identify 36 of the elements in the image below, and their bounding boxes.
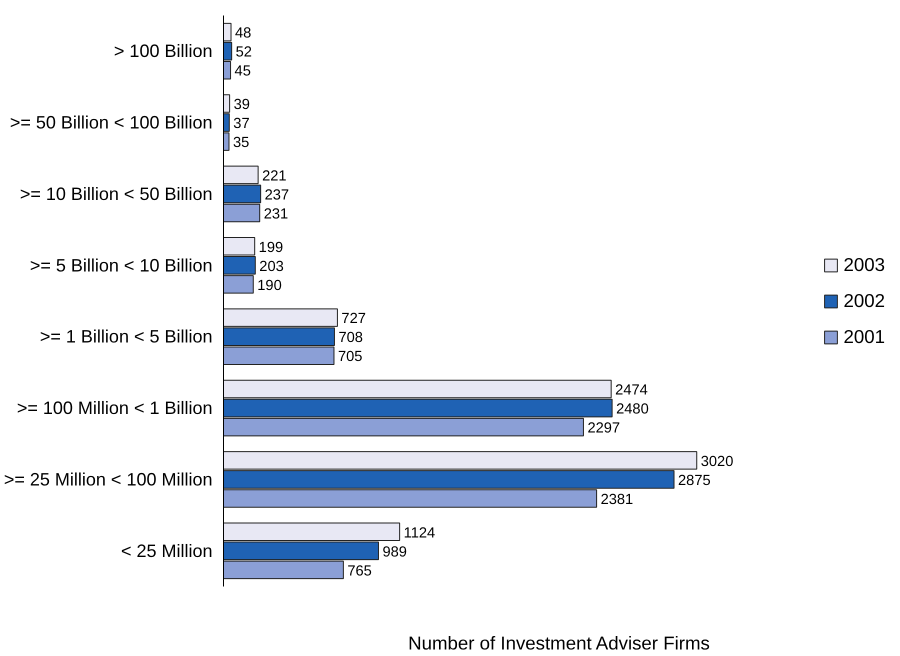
- y-tick-label: >= 50 Billion < 100 Billion: [10, 112, 212, 133]
- x-axis-title: Number of Investment Adviser Firms: [408, 632, 710, 654]
- data-label: 231: [264, 206, 288, 222]
- data-label: 35: [232, 135, 250, 152]
- data-label: 2381: [600, 492, 634, 508]
- data-label: 37: [233, 116, 250, 132]
- data-label: 199: [258, 240, 284, 256]
- data-label: 2480: [616, 402, 649, 418]
- data-label: 2875: [678, 472, 711, 489]
- data-label: 203: [259, 258, 284, 275]
- data-label: 39: [234, 97, 250, 114]
- data-label: 2297: [587, 420, 620, 437]
- y-tick-label: >= 5 Billion < 10 Billion: [30, 255, 213, 276]
- y-tick-label: >= 10 Billion < 50 Billion: [20, 184, 213, 204]
- data-label: 708: [338, 330, 363, 346]
- legend-label: 2003: [843, 254, 885, 276]
- data-label: 1124: [404, 525, 436, 542]
- legend-label: 2001: [843, 326, 885, 348]
- data-label: 3020: [700, 454, 734, 470]
- data-label: 705: [338, 349, 362, 366]
- y-tick-label: > 100 Billion: [114, 41, 213, 62]
- data-label: 765: [347, 563, 372, 580]
- data-label: 727: [341, 311, 366, 328]
- y-tick-label: >= 100 Million < 1 Billion: [16, 398, 213, 418]
- data-label: 2474: [615, 382, 648, 399]
- data-label: 52: [236, 44, 252, 61]
- data-label: 45: [234, 64, 251, 80]
- legend-label: 2002: [843, 290, 885, 312]
- data-label: 221: [262, 168, 287, 184]
- data-label: 989: [382, 544, 407, 560]
- data-label: 48: [235, 26, 252, 42]
- y-tick-label: < 25 Million: [120, 540, 212, 561]
- y-tick-label: >= 25 Million < 100 Million: [4, 469, 213, 490]
- data-label: 190: [257, 278, 282, 294]
- y-tick-label: >= 1 Billion < 5 Billion: [40, 326, 212, 347]
- data-label: 237: [264, 187, 290, 204]
